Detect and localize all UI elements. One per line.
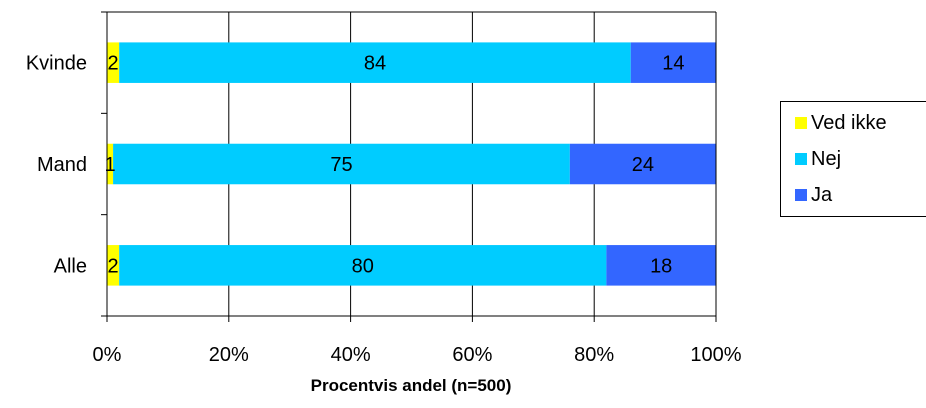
data-label: 80 <box>352 255 374 277</box>
x-tick-label: 20% <box>209 344 249 366</box>
bars <box>107 42 716 286</box>
legend-item-nej: Nej <box>795 148 841 170</box>
x-axis-title: Procentvis andel (n=500) <box>311 376 512 395</box>
axes <box>101 11 717 322</box>
bar-segment <box>119 245 607 286</box>
legend-swatch-ved-ikke <box>795 117 807 129</box>
bar-segment <box>107 42 120 83</box>
legend: Ved ikke Nej Ja <box>780 101 926 217</box>
data-label: 2 <box>108 53 119 75</box>
data-label: 1 <box>104 154 115 176</box>
data-label: 75 <box>330 154 352 176</box>
bar-segment <box>107 245 120 286</box>
x-tick-label: 0% <box>93 344 122 366</box>
labels: 0% 20% 40% 60% 80% 100% Kvinde 2 84 14 Mand 1 75 24 Al… <box>26 53 742 366</box>
legend-item-ja: Ja <box>795 184 832 206</box>
bar-segment <box>107 143 114 185</box>
legend-label-ved-ikke: Ved ikke <box>811 111 887 134</box>
bar-segment <box>569 143 716 185</box>
category-label: Mand <box>37 154 87 176</box>
legend-label-nej: Nej <box>811 147 842 170</box>
data-label: 14 <box>662 53 684 75</box>
data-label: 18 <box>650 255 672 277</box>
x-tick-label: 80% <box>574 344 614 366</box>
x-tick-label: 100% <box>690 344 741 366</box>
legend-swatch-nej <box>795 153 807 165</box>
data-label: 84 <box>364 53 386 75</box>
bar-segment <box>113 143 570 185</box>
bar-segment <box>119 42 631 83</box>
bar-segment <box>606 245 716 286</box>
x-tick-label: 40% <box>331 344 371 366</box>
bar-segment <box>630 42 716 83</box>
data-label: 24 <box>632 154 654 176</box>
legend-label-ja: Ja <box>811 183 833 206</box>
data-label: 2 <box>108 255 119 277</box>
category-label: Kvinde <box>26 53 87 75</box>
legend-swatch-ja <box>795 189 807 201</box>
category-label: Alle <box>54 255 87 277</box>
x-tick-label: 60% <box>452 344 492 366</box>
legend-item-ved-ikke: Ved ikke <box>795 112 887 134</box>
